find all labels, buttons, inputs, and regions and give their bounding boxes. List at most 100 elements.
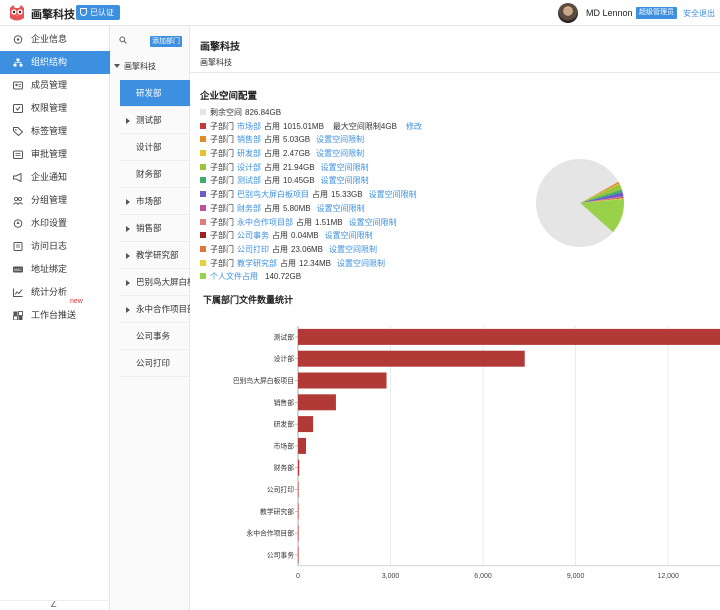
search-icon[interactable]: [119, 36, 127, 44]
logout-link[interactable]: 安全退出: [683, 9, 715, 18]
sidebar-item[interactable]: 分组管理: [0, 189, 110, 212]
tag-icon: [13, 127, 23, 136]
legend-swatch: [200, 191, 206, 198]
set-limit-link[interactable]: 设置空间限制: [316, 149, 365, 159]
dept-link[interactable]: 永中合作项目部: [237, 217, 293, 227]
x-tick-label: 0: [296, 573, 300, 580]
tree-item-label: 财务部: [136, 169, 162, 179]
tree-item[interactable]: 设计部: [120, 134, 190, 161]
dept-link[interactable]: 销售部: [237, 135, 261, 145]
pie-slice: [580, 198, 624, 203]
top-bar: 画擎科技 已认证 MD Lennon 超级管理员 安全退出: [0, 0, 720, 26]
dept-link[interactable]: 公司打印: [237, 244, 269, 254]
legend-row: 子部门 测试部 占用 10.45GB 设置空间限制: [200, 174, 520, 188]
bar: [298, 350, 525, 367]
used-label: 占用: [272, 231, 288, 241]
used-value: 2.47GB: [283, 149, 311, 159]
legend-swatch: [200, 177, 206, 184]
tree-item[interactable]: 财务部: [120, 161, 190, 188]
legend-row: 子部门 永中合作项目部 占用 1.51MB 设置空间限制: [200, 216, 520, 230]
workbench-icon: [13, 311, 23, 320]
dept-link[interactable]: 设计部: [237, 162, 261, 172]
sidebar-item-label: 审批管理: [31, 149, 68, 159]
tree-item[interactable]: 永中合作项目部: [120, 296, 190, 323]
dept-link[interactable]: 市场部: [237, 121, 261, 131]
set-limit-link[interactable]: 设置空间限制: [324, 231, 373, 241]
sidebar-item[interactable]: 水印设置: [0, 212, 110, 235]
legend-swatch: [200, 109, 206, 115]
sidebar-item[interactable]: 企业信息: [0, 28, 110, 51]
set-limit-link[interactable]: 设置空间限制: [368, 190, 417, 200]
tree-item[interactable]: 测试部: [120, 107, 190, 134]
tree-root[interactable]: 画擎科技: [114, 61, 156, 72]
admin-role-button[interactable]: 超级管理员: [636, 7, 677, 19]
free-space-label: 剩余空间: [210, 108, 242, 117]
set-limit-link[interactable]: 设置空间限制: [316, 135, 365, 145]
bar: [298, 372, 387, 389]
caret-right-icon[interactable]: [126, 226, 130, 232]
dept-link[interactable]: 公司事务: [237, 231, 269, 241]
bar: [298, 503, 299, 520]
tree-item[interactable]: 公司事务: [120, 323, 190, 350]
pie-slice: [580, 189, 623, 203]
sidebar-item[interactable]: MAC 地址绑定: [0, 258, 110, 281]
dept-link[interactable]: 巴别鸟大屏白板项目: [237, 190, 309, 200]
caret-right-icon[interactable]: [126, 199, 130, 205]
dept-link[interactable]: 测试部: [237, 176, 261, 186]
dept-prefix: 子部门: [210, 203, 234, 213]
dept-link[interactable]: 研发部: [237, 149, 261, 159]
file-count-bar-chart: 0 3,000 6,000 9,000 12,000 测试部设计部巴别鸟大屏白板项目销售部…: [233, 326, 720, 580]
set-limit-link[interactable]: 设置空间限制: [316, 203, 365, 213]
avatar[interactable]: [558, 3, 578, 23]
bar: [298, 481, 299, 498]
tree-item[interactable]: 巴别鸟大屏白板: [120, 269, 190, 296]
sidebar-item[interactable]: 成员管理: [0, 74, 110, 97]
add-department-button[interactable]: 添加部门: [150, 36, 182, 47]
owl-logo-icon: [10, 5, 24, 21]
sidebar-scrollbar[interactable]: [0, 600, 110, 610]
dept-prefix: 子部门: [210, 231, 234, 241]
bar: [298, 328, 720, 345]
collapse-sidebar-icon[interactable]: ∠: [50, 600, 58, 609]
tree-item[interactable]: 公司打印: [120, 350, 190, 377]
sidebar-item[interactable]: 工作台推送 new: [0, 298, 110, 327]
used-value: 5.80MB: [283, 203, 311, 213]
used-label: 占用: [264, 203, 280, 213]
dept-link[interactable]: 教学研究部: [237, 258, 277, 268]
sidebar-item[interactable]: 企业通知: [0, 166, 110, 189]
set-limit-link[interactable]: 设置空间限制: [320, 162, 369, 172]
user-name[interactable]: MD Lennon: [586, 8, 633, 18]
sidebar-item[interactable]: 访问日志: [0, 235, 110, 258]
caret-right-icon[interactable]: [126, 118, 130, 124]
set-limit-link[interactable]: 设置空间限制: [320, 176, 369, 186]
pie-slice: [535, 159, 619, 248]
caret-right-icon[interactable]: [126, 280, 130, 286]
personal-files-link[interactable]: 个人文件占用: [210, 272, 258, 282]
sidebar-item[interactable]: 权限管理: [0, 97, 110, 120]
caret-right-icon[interactable]: [126, 307, 130, 313]
sidebar-item[interactable]: 审批管理: [0, 143, 110, 166]
legend-swatch: [200, 136, 206, 143]
sidebar-item[interactable]: 组织结构: [0, 51, 110, 74]
tree-item[interactable]: 教学研究部: [120, 242, 190, 269]
pie-slice: [580, 183, 622, 203]
tree-item[interactable]: 销售部: [120, 215, 190, 242]
set-limit-link[interactable]: 设置空间限制: [337, 258, 386, 268]
caret-right-icon[interactable]: [126, 253, 130, 259]
group-icon: [13, 196, 23, 205]
set-limit-link[interactable]: 设置空间限制: [348, 217, 397, 227]
used-value: 1015.01MB: [283, 121, 324, 131]
modify-limit-link[interactable]: 修改: [405, 121, 422, 131]
sidebar-item[interactable]: 统计分析: [0, 281, 110, 304]
set-limit-link[interactable]: 设置空间限制: [329, 244, 378, 254]
tree-item[interactable]: 研发部: [120, 80, 190, 107]
y-tick-label: 公司事务: [267, 550, 294, 559]
sidebar-item-label: 水印设置: [31, 218, 68, 228]
tree-item[interactable]: 市场部: [120, 188, 190, 215]
dept-link[interactable]: 财务部: [237, 203, 261, 213]
sidebar-item[interactable]: 标签管理: [0, 120, 110, 143]
used-value: 5.03GB: [283, 135, 311, 145]
used-value: 15.33GB: [331, 190, 363, 200]
sidebar-item-label: 标签管理: [31, 126, 68, 136]
shield-icon: [80, 8, 87, 16]
